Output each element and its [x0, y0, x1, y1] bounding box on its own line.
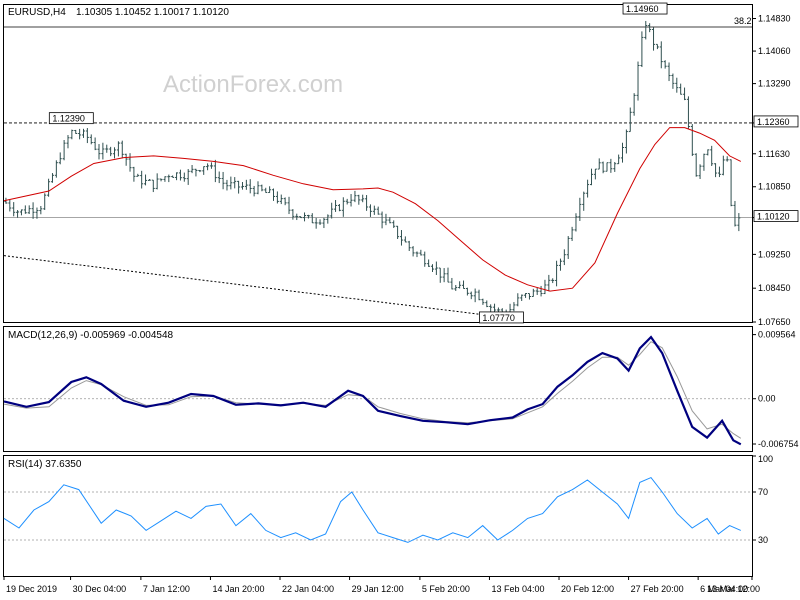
price-y-tick-label: 1.11630 — [758, 149, 790, 159]
x-tick-label: 5 Feb 20:00 — [422, 584, 470, 594]
macd-line — [3, 335, 742, 446]
annotation-1.12390-box — [48, 112, 94, 125]
dotted-trend-line — [3, 255, 502, 318]
price-lines — [3, 127, 742, 292]
rsi-label: RSI(14) 37.6350 — [8, 459, 82, 470]
price-labels: 1.14960 1.12390 1.07770 1.12360 1.10120 — [48, 2, 799, 324]
annotation-1.14960: 1.14960 — [626, 4, 659, 14]
price-y-tick-label: 1.09250 — [758, 249, 791, 259]
annotation-1.07770-box — [479, 311, 524, 324]
symbol-timeframe: EURUSD,H4 — [8, 7, 66, 18]
x-tick-label: 14 Jan 20:00 — [212, 584, 264, 594]
x-tick-label: 13 Mar 12:00 — [707, 584, 760, 594]
annotation-1.12390: 1.12390 — [52, 114, 85, 124]
price-y-tick-label: 1.13290 — [758, 79, 791, 89]
level-axis-label: 1.12360 — [757, 117, 790, 127]
price-y-tick-label: 1.08450 — [758, 283, 791, 293]
x-axis: 19 Dec 2019 30 Dec 04:00 7 Jan 12:00 14 Jan… — [3, 576, 760, 594]
moving-average-line — [3, 127, 742, 292]
macd-y-tick-label: -0.006754 — [758, 439, 799, 449]
price-y-tick-label: 1.14830 — [758, 14, 791, 24]
macd-layer: 0.009564 0.00 -0.006754 — [3, 330, 799, 449]
x-tick-label: 6 Mar 04:00 — [700, 584, 748, 594]
fib-382-label: 38.2 — [734, 16, 752, 26]
annotation-1.07770: 1.07770 — [482, 313, 515, 323]
price-y-tick-label: 1.07650 — [758, 317, 791, 327]
macd-label: MACD(12,26,9) -0.005969 -0.004548 — [8, 330, 174, 341]
x-tick-label: 19 Dec 2019 — [6, 584, 57, 594]
macd-y-tick-label: 0.009564 — [758, 330, 796, 340]
annotation-1.14960-box — [622, 2, 668, 15]
rsi-y-tick-label: 30 — [758, 535, 768, 545]
price-pane — [3, 4, 753, 323]
current-price-box — [753, 210, 799, 223]
rsi-y-tick-label: 70 — [758, 487, 768, 497]
level-axis-label-box — [753, 115, 799, 128]
rsi-pane — [3, 455, 753, 577]
x-tick-label: 22 Jan 04:00 — [282, 584, 334, 594]
current-price-axis-label: 1.10120 — [757, 212, 790, 222]
price-y-tick-label: 1.10850 — [758, 182, 791, 192]
x-tick-label: 30 Dec 04:00 — [73, 584, 127, 594]
watermark: ActionForex.com — [163, 71, 343, 98]
ohlc-values: 1.10305 1.10452 1.10017 1.10120 — [76, 7, 229, 18]
x-tick-label: 13 Feb 04:00 — [491, 584, 544, 594]
x-tick-label: 7 Jan 12:00 — [143, 584, 190, 594]
candles — [4, 20, 741, 320]
price-y-tick-label: 1.14060 — [758, 46, 791, 56]
macd-signal-line — [3, 341, 742, 439]
rsi-layer: 100 70 30 — [3, 454, 773, 545]
x-tick-label: 27 Feb 20:00 — [631, 584, 684, 594]
macd-pane — [3, 326, 753, 452]
price-static-layer: 1.14830 1.14060 1.13290 1.11630 1.10850 1.092… — [3, 14, 791, 327]
x-tick-label: 29 Jan 12:00 — [352, 584, 404, 594]
rsi-line — [3, 476, 741, 543]
macd-y-tick-label: 0.00 — [758, 394, 776, 404]
rsi-y-tick-label: 100 — [758, 454, 773, 464]
x-tick-label: 20 Feb 12:00 — [561, 584, 614, 594]
